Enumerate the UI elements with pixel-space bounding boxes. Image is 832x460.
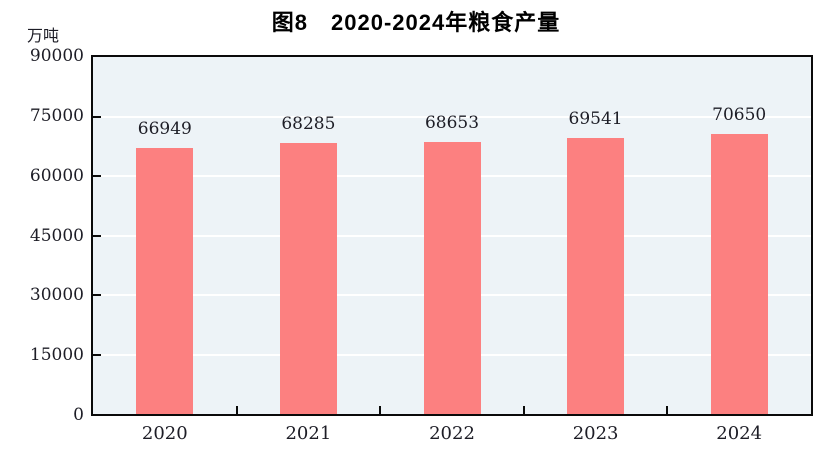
y-axis-tick-mark: [93, 234, 101, 237]
x-axis-tick-mark: [379, 406, 382, 414]
plot-area: 66949 68285 68653 69541 70650: [91, 55, 813, 416]
x-axis-tick-label: 2021: [285, 423, 332, 444]
y-axis-tick-mark: [93, 294, 101, 296]
x-axis-tick-label: 2023: [572, 423, 619, 444]
y-axis-tick-mark: [93, 175, 101, 177]
bar-2021: [279, 143, 337, 414]
bar-value-label: 68285: [281, 114, 336, 135]
y-axis-tick-label: 15000: [29, 345, 84, 366]
bar-2023: [567, 138, 625, 414]
x-axis-tick-mark: [666, 406, 669, 414]
y-axis-tick-label: 30000: [29, 285, 84, 306]
x-axis-tick-label: 2020: [141, 423, 188, 444]
x-axis-tick-label: 2024: [716, 423, 763, 444]
bar-2024: [710, 133, 768, 414]
bar-value-label: 66949: [137, 119, 192, 140]
bar-value-label: 69541: [568, 109, 623, 130]
x-axis-tick-mark: [235, 406, 238, 414]
bar-2022: [423, 141, 481, 414]
y-axis-tick-label: 75000: [29, 105, 84, 126]
x-axis-tick-labels: 2020 2021 2022 2023 2024: [91, 423, 813, 449]
chart-title: 图8 2020-2024年粮食产量: [271, 10, 561, 35]
x-axis-tick-mark: [522, 406, 525, 414]
gridline: [93, 115, 811, 118]
y-axis-tick-mark: [93, 353, 101, 356]
y-axis-tick-label: 60000: [29, 165, 84, 186]
x-axis-tick-label: 2022: [429, 423, 475, 444]
y-axis-tick-label: 45000: [29, 225, 84, 246]
y-axis-unit-label: 万吨: [27, 26, 60, 45]
y-axis-tick-label: 90000: [29, 46, 84, 66]
y-axis-tick-label: 0: [73, 405, 84, 425]
bar-2020: [136, 148, 194, 414]
bar-value-label: 70650: [712, 104, 767, 125]
y-axis-tick-mark: [93, 115, 101, 118]
bar-value-label: 68653: [424, 112, 480, 133]
